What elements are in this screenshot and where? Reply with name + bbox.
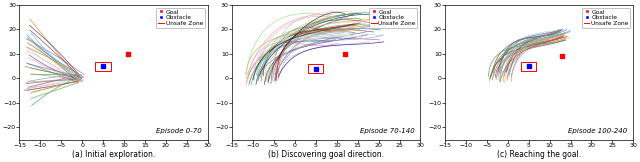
Bar: [308, 64, 323, 73]
X-axis label: (b) Discovering goal direction.: (b) Discovering goal direction.: [268, 150, 385, 159]
Bar: [521, 62, 536, 70]
X-axis label: (a) Initial exploration.: (a) Initial exploration.: [72, 150, 155, 159]
Legend: Goal, Obstacle, Unsafe Zone: Goal, Obstacle, Unsafe Zone: [369, 8, 417, 28]
Bar: [95, 62, 111, 70]
Legend: Goal, Obstacle, Unsafe Zone: Goal, Obstacle, Unsafe Zone: [156, 8, 205, 28]
Text: Episode 100-240: Episode 100-240: [568, 128, 628, 134]
X-axis label: (c) Reaching the goal.: (c) Reaching the goal.: [497, 150, 581, 159]
Text: Episode 70-140: Episode 70-140: [360, 128, 415, 134]
Text: Episode 0-70: Episode 0-70: [156, 128, 202, 134]
Legend: Goal, Obstacle, Unsafe Zone: Goal, Obstacle, Unsafe Zone: [582, 8, 630, 28]
